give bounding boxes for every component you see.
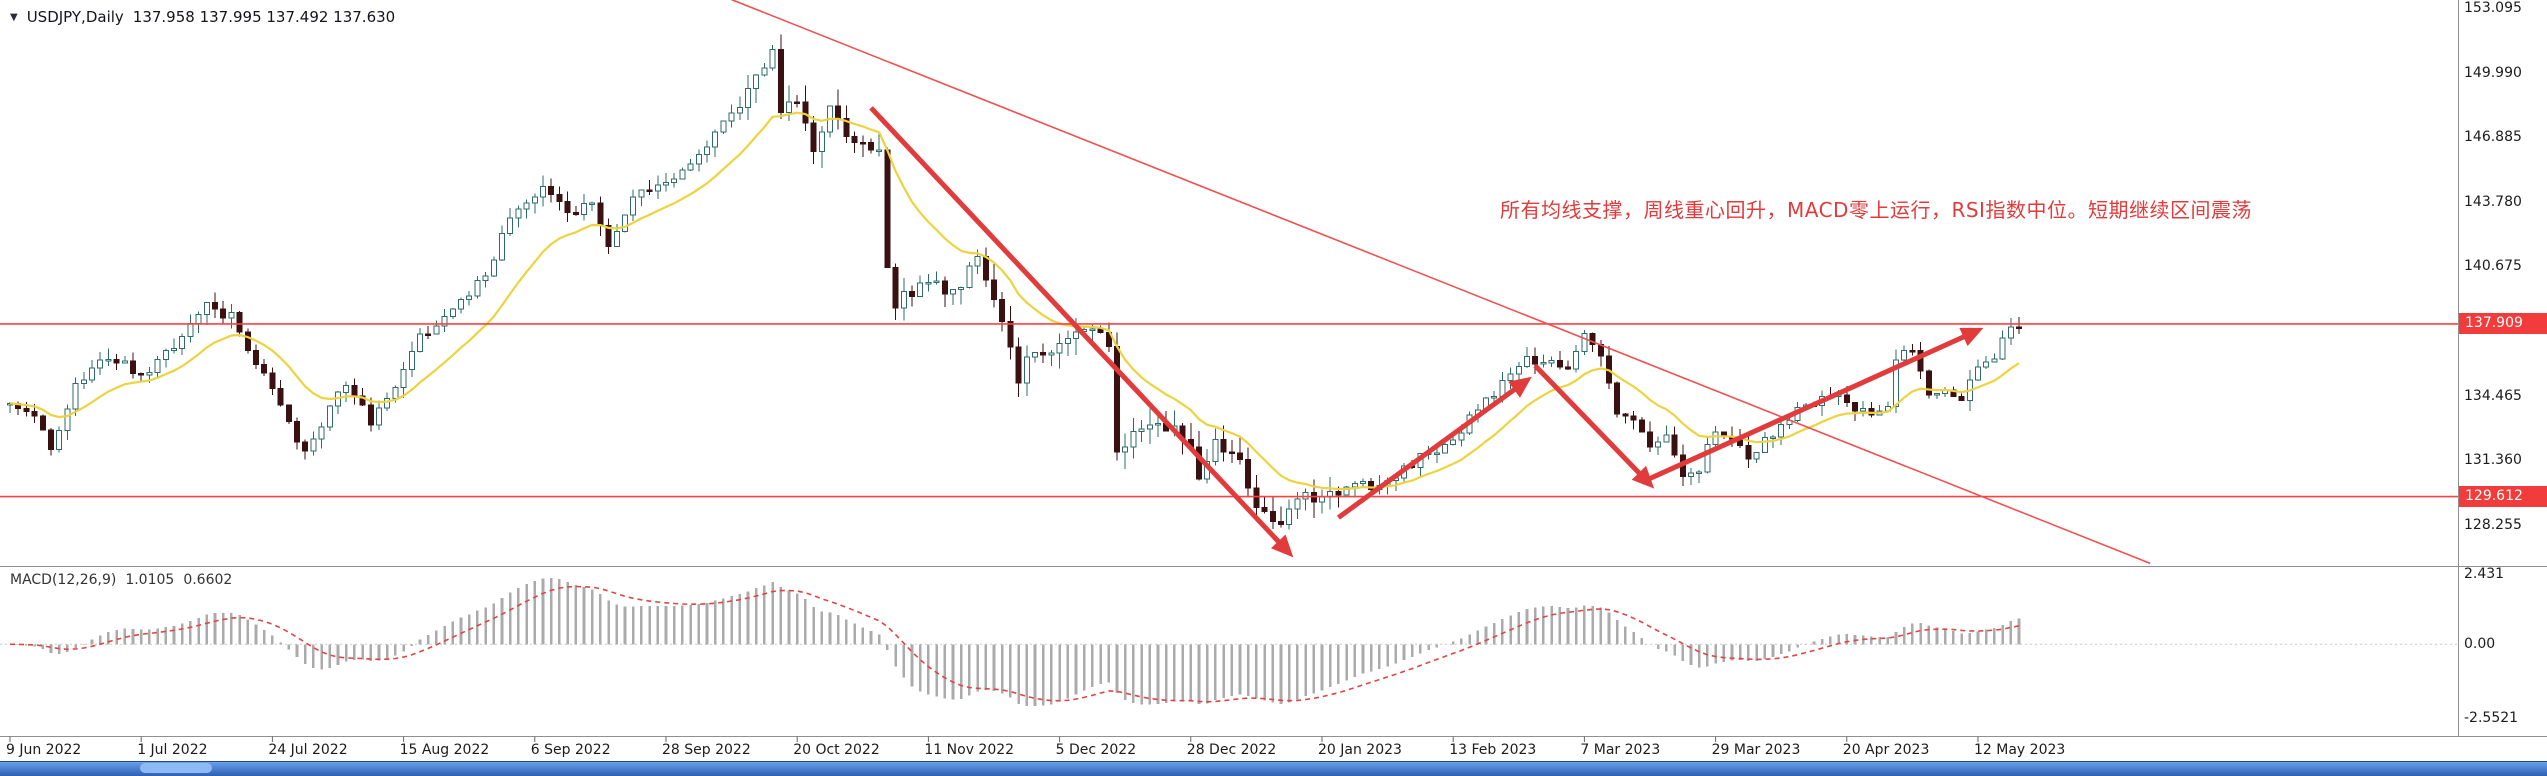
price-axis-label: 134.465 bbox=[2464, 387, 2522, 404]
symbol-ohlc-values: 137.958 137.995 137.492 137.630 bbox=[132, 8, 396, 26]
price-axis-label: 143.780 bbox=[2464, 193, 2522, 210]
price-axis-label: 153.095 bbox=[2464, 0, 2522, 16]
macd-histogram bbox=[16, 578, 2021, 706]
price-axis-label: 128.255 bbox=[2464, 516, 2522, 533]
macd-axis-label: 0.00 bbox=[2464, 636, 2496, 653]
time-axis-label: 15 Aug 2022 bbox=[399, 742, 490, 758]
price-axis-label: 146.885 bbox=[2464, 129, 2522, 146]
analysis-annotation-text: 所有均线支撑，周线重心回升，MACD零上运行，RSI指数中位。短期继续区间震荡 bbox=[1500, 198, 2252, 222]
price-level-badge: 137.909 bbox=[2459, 313, 2547, 335]
time-axis-label: 24 Jul 2022 bbox=[268, 742, 348, 758]
price-axis-label: 149.990 bbox=[2464, 64, 2522, 81]
time-axis-label: 6 Sep 2022 bbox=[530, 742, 611, 758]
price-level-badge: 129.612 bbox=[2459, 486, 2547, 508]
time-axis-label: 20 Jan 2023 bbox=[1318, 742, 1402, 758]
trend-arrow-down-1[interactable] bbox=[869, 106, 1294, 558]
scrollbar-thumb[interactable] bbox=[140, 763, 212, 773]
time-axis-label: 20 Oct 2022 bbox=[793, 742, 880, 758]
trend-arrow-down-3[interactable] bbox=[1533, 363, 1655, 489]
time-axis-label: 12 May 2023 bbox=[1974, 742, 2066, 758]
time-axis-label: 5 Dec 2022 bbox=[1055, 742, 1137, 758]
macd-signal-value: 0.6602 bbox=[183, 572, 233, 588]
time-axis-label: 13 Feb 2023 bbox=[1449, 742, 1537, 758]
macd-name: MACD(12,26,9) bbox=[10, 572, 117, 588]
time-axis-label: 28 Sep 2022 bbox=[662, 742, 751, 758]
price-axis-label: 131.360 bbox=[2464, 452, 2522, 469]
time-axis-label: 1 Jul 2022 bbox=[137, 742, 208, 758]
descending-trendline[interactable] bbox=[731, 0, 2151, 565]
trend-arrow-up-4[interactable] bbox=[1640, 327, 1984, 485]
moving-average-line bbox=[9, 111, 2020, 491]
time-axis-label: 9 Jun 2022 bbox=[6, 742, 82, 758]
symbol-name: USDJPY,Daily bbox=[26, 8, 124, 26]
macd-main-value: 1.0105 bbox=[125, 572, 175, 588]
price-axis-label: 140.675 bbox=[2464, 258, 2522, 275]
macd-indicator-label: MACD(12,26,9) 1.0105 0.6602 bbox=[10, 572, 232, 588]
time-axis-label: 11 Nov 2022 bbox=[924, 742, 1015, 758]
time-axis-label: 20 Apr 2023 bbox=[1842, 742, 1930, 758]
bottom-scrollbar[interactable] bbox=[0, 761, 2547, 776]
candlesticks bbox=[7, 34, 2022, 530]
time-axis-label: 28 Dec 2022 bbox=[1186, 742, 1277, 758]
symbol-info-bar: ▼ USDJPY,Daily 137.958 137.995 137.492 1… bbox=[10, 8, 395, 26]
trend-arrow-up-2[interactable] bbox=[1336, 376, 1532, 520]
macd-axis-label: -2.5521 bbox=[2464, 710, 2519, 726]
macd-axis-label: 2.431 bbox=[2464, 566, 2505, 582]
macd-signal-line bbox=[9, 585, 2020, 703]
symbol-dropdown-icon[interactable]: ▼ bbox=[10, 11, 18, 23]
time-axis-label: 29 Mar 2023 bbox=[1711, 742, 1801, 758]
time-axis-label: 7 Mar 2023 bbox=[1580, 742, 1661, 758]
